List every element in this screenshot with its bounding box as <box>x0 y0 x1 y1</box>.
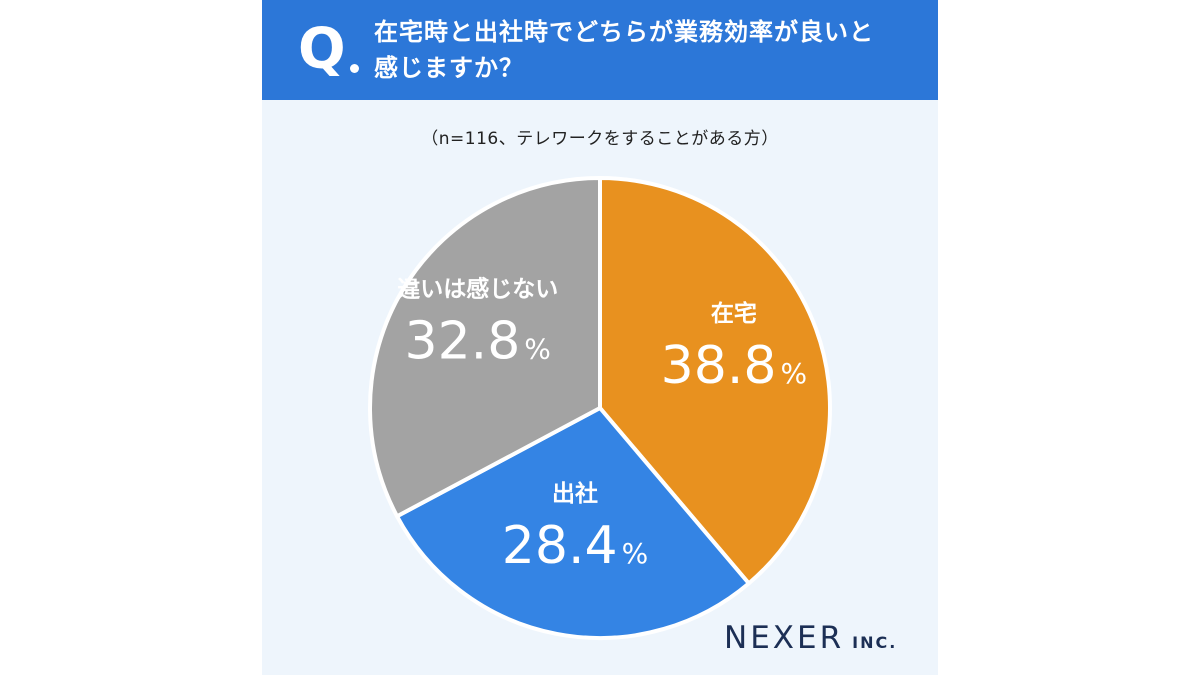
slice-value-home: 38.8% <box>661 336 807 396</box>
pie-chart: 在宅 38.8 % 出社 28.4 % 違いは感じない 32.8% <box>368 176 832 640</box>
brand-logo: NEXER INC. <box>724 620 897 656</box>
pie-slice-no-difference <box>368 176 602 519</box>
question-mark: Q <box>298 17 346 82</box>
question-text: 在宅時と出社時でどちらが業務効率が良いと 感じますか？ <box>374 14 914 86</box>
question-mark-dot <box>350 64 359 73</box>
pie-slice-office <box>395 406 751 640</box>
brand-suffix: INC. <box>852 633 898 652</box>
question-line-2: 感じますか？ <box>374 54 524 82</box>
slice-label-no-difference: 違いは感じない <box>397 276 558 303</box>
slice-value-office: 28.4% <box>502 516 648 576</box>
pie-slice-home <box>598 176 832 586</box>
question-header: Q 在宅時と出社時でどちらが業務効率が良いと 感じますか？ <box>262 0 938 100</box>
sample-note: （n=116、テレワークをすることがある方） <box>421 129 779 149</box>
pie-slices <box>368 176 832 640</box>
slice-label-office: 出社 <box>552 480 598 507</box>
pie-labels: 在宅 38.8 % 出社 28.4 % 違いは感じない 32.8% <box>397 276 807 576</box>
brand-name: NEXER <box>724 620 845 656</box>
question-line-1: 在宅時と出社時でどちらが業務効率が良いと <box>374 18 874 46</box>
slice-value-no-difference: 32.8% <box>405 312 551 372</box>
survey-card: Q 在宅時と出社時でどちらが業務効率が良いと 感じますか？ （n=116、テレワ… <box>262 0 938 675</box>
slice-label-home: 在宅 <box>711 300 757 327</box>
